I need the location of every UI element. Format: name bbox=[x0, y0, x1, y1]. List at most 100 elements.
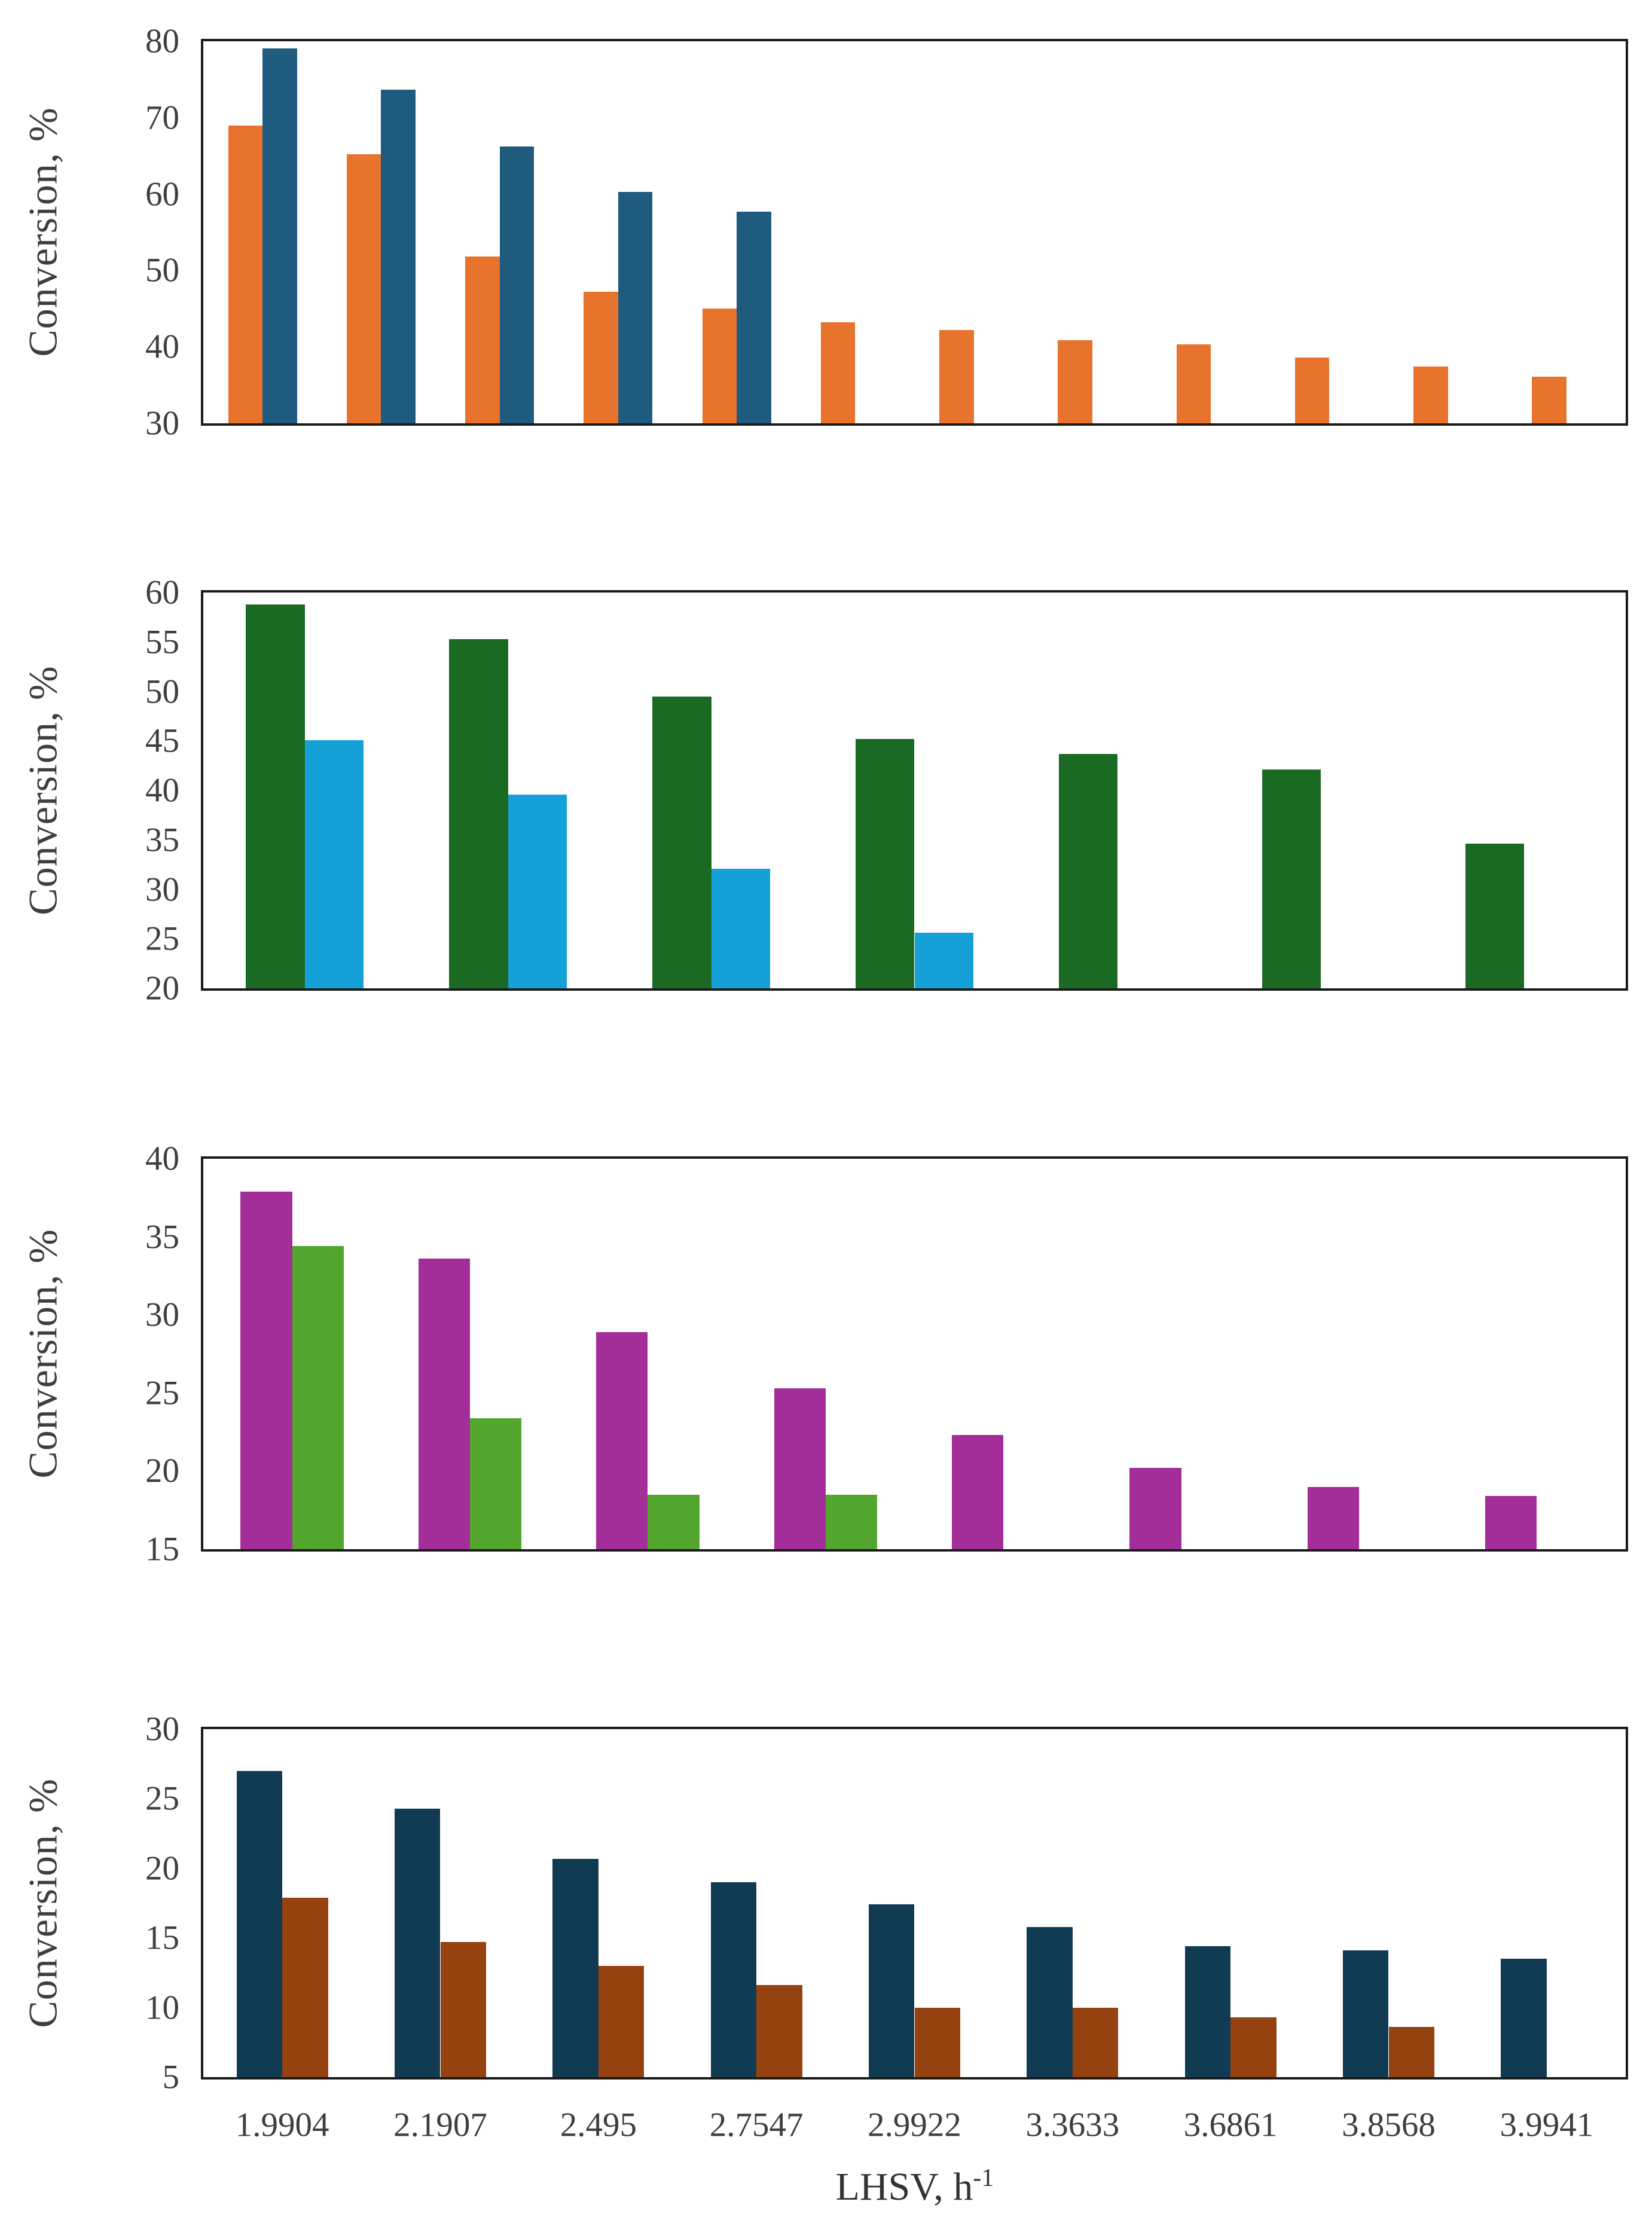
y-tick-label: 10 bbox=[145, 1989, 179, 2027]
bar-panel2-dark-green-cat5 bbox=[1058, 753, 1118, 988]
y-axis-title-panel-3: Conversion, % bbox=[20, 1229, 66, 1479]
bar-panel2-dark-green-cat1 bbox=[246, 604, 305, 988]
y-tick-label: 25 bbox=[145, 920, 179, 958]
y-tick-label: 30 bbox=[145, 1710, 179, 1748]
bar-panel1-dark-blue-cat1 bbox=[262, 48, 297, 423]
y-tick-label: 30 bbox=[145, 404, 179, 442]
y-tick-label: 20 bbox=[145, 969, 179, 1007]
bar-panel3-magenta-cat7 bbox=[1307, 1486, 1359, 1549]
bar-panel3-magenta-cat5 bbox=[951, 1435, 1004, 1549]
bar-panel4-dark-orange-brown-cat1 bbox=[282, 1897, 328, 2077]
bar-panel2-light-blue-cat4 bbox=[914, 933, 974, 988]
bar-panel1-orange-cat11 bbox=[1413, 367, 1448, 423]
y-axis-title-panel-2: Conversion, % bbox=[20, 665, 66, 915]
bar-panel4-dark-orange-brown-cat5 bbox=[914, 2007, 961, 2077]
y-tick-label: 20 bbox=[145, 1452, 179, 1490]
bar-panel1-orange-cat1 bbox=[228, 125, 263, 423]
bar-panel1-orange-cat12 bbox=[1532, 377, 1567, 423]
x-axis-title-main: LHSV, h bbox=[835, 2165, 973, 2209]
x-tick-label: 3.3633 bbox=[1025, 2106, 1120, 2144]
bar-panel3-magenta-cat4 bbox=[774, 1388, 826, 1549]
bar-panel3-green-cat4 bbox=[825, 1494, 878, 1549]
y-tick-label: 55 bbox=[145, 623, 179, 661]
plot-area-panel-4 bbox=[201, 1727, 1628, 2080]
bar-panel4-dark-orange-brown-cat8 bbox=[1388, 2027, 1435, 2077]
x-tick-label: 2.9922 bbox=[868, 2106, 961, 2144]
bar-panel4-dark-orange-brown-cat4 bbox=[756, 1985, 802, 2077]
y-tick-label: 20 bbox=[145, 1849, 179, 1888]
bar-panel4-dark-navy-cat5 bbox=[868, 1904, 915, 2077]
y-axis-title-panel-4: Conversion, % bbox=[20, 1778, 66, 2028]
bar-panel1-dark-blue-cat3 bbox=[499, 146, 535, 423]
plot-area-panel-3 bbox=[201, 1156, 1628, 1552]
bar-panel4-dark-navy-cat9 bbox=[1501, 1959, 1547, 2077]
x-axis-title: LHSV, h-1 bbox=[836, 2164, 994, 2210]
bar-panel3-green-cat2 bbox=[470, 1418, 522, 1549]
bar-panel3-green-cat1 bbox=[292, 1246, 344, 1549]
x-tick-label: 3.8568 bbox=[1342, 2106, 1436, 2144]
bar-panel1-orange-cat5 bbox=[702, 309, 737, 423]
x-tick-label: 2.7547 bbox=[709, 2106, 804, 2144]
bar-panel1-orange-cat2 bbox=[346, 154, 381, 423]
x-axis-title-superscript: -1 bbox=[973, 2164, 994, 2192]
bar-panel4-dark-navy-cat4 bbox=[710, 1882, 757, 2077]
y-tick-label: 50 bbox=[145, 673, 179, 710]
bar-panel3-magenta-cat2 bbox=[418, 1259, 471, 1549]
plot-area-panel-2 bbox=[201, 590, 1628, 991]
bar-panel1-orange-cat6 bbox=[820, 322, 856, 423]
bar-panel4-dark-navy-cat2 bbox=[394, 1808, 441, 2077]
y-tick-label: 25 bbox=[145, 1779, 179, 1818]
y-tick-label: 15 bbox=[145, 1919, 179, 1957]
bar-panel2-dark-green-cat2 bbox=[449, 639, 508, 988]
bar-panel1-orange-cat10 bbox=[1294, 358, 1330, 423]
bar-panel2-light-blue-cat3 bbox=[711, 868, 771, 988]
y-tick-label: 60 bbox=[145, 573, 179, 612]
y-tick-label: 35 bbox=[145, 1218, 179, 1256]
bar-panel2-dark-green-cat7 bbox=[1465, 844, 1525, 988]
bar-panel3-green-cat3 bbox=[648, 1494, 700, 1549]
bar-panel2-dark-green-cat6 bbox=[1262, 770, 1321, 988]
bar-panel4-dark-orange-brown-cat6 bbox=[1072, 2007, 1119, 2077]
y-tick-label: 15 bbox=[145, 1530, 179, 1568]
y-axis-title-panel-1: Conversion, % bbox=[20, 107, 66, 357]
bar-panel3-magenta-cat1 bbox=[240, 1191, 292, 1549]
bar-panel2-dark-green-cat3 bbox=[652, 696, 712, 988]
x-tick-label: 3.6861 bbox=[1183, 2106, 1278, 2144]
bar-panel3-magenta-cat3 bbox=[596, 1332, 648, 1549]
bar-panel2-light-blue-cat2 bbox=[508, 794, 567, 988]
bar-panel4-dark-navy-cat8 bbox=[1342, 1950, 1389, 2077]
y-tick-label: 40 bbox=[145, 771, 179, 810]
y-tick-label: 40 bbox=[145, 1140, 179, 1178]
y-tick-label: 45 bbox=[145, 722, 179, 760]
x-tick-label: 2.495 bbox=[560, 2106, 637, 2144]
bar-panel3-magenta-cat8 bbox=[1485, 1496, 1537, 1549]
bar-panel4-dark-orange-brown-cat7 bbox=[1230, 2017, 1277, 2077]
bar-panel1-orange-cat4 bbox=[584, 292, 618, 423]
bar-panel4-dark-orange-brown-cat3 bbox=[598, 1965, 645, 2077]
y-tick-label: 70 bbox=[145, 99, 179, 137]
bar-panel4-dark-orange-brown-cat2 bbox=[440, 1942, 487, 2077]
bar-panel4-dark-navy-cat6 bbox=[1027, 1926, 1073, 2077]
bar-panel1-dark-blue-cat5 bbox=[737, 212, 771, 423]
bar-panel1-orange-cat7 bbox=[939, 330, 974, 423]
x-tick-label: 3.9941 bbox=[1500, 2106, 1594, 2144]
y-tick-label: 40 bbox=[145, 328, 179, 366]
x-tick-label: 2.1907 bbox=[393, 2106, 487, 2144]
y-tick-label: 60 bbox=[145, 175, 179, 213]
bar-panel2-dark-green-cat4 bbox=[855, 738, 915, 988]
bar-panel4-dark-navy-cat1 bbox=[236, 1770, 283, 2077]
y-tick-label: 30 bbox=[145, 871, 179, 908]
bar-panel1-dark-blue-cat2 bbox=[381, 89, 416, 423]
y-tick-label: 50 bbox=[145, 251, 179, 289]
bar-panel4-dark-navy-cat3 bbox=[552, 1858, 598, 2077]
x-tick-label: 1.9904 bbox=[235, 2106, 329, 2144]
y-tick-label: 25 bbox=[145, 1374, 179, 1412]
bar-panel3-magenta-cat6 bbox=[1129, 1468, 1181, 1549]
y-tick-label: 30 bbox=[145, 1296, 179, 1334]
bar-panel1-dark-blue-cat4 bbox=[618, 191, 653, 423]
bar-panel1-orange-cat3 bbox=[465, 256, 500, 423]
bar-panel1-orange-cat9 bbox=[1176, 344, 1211, 423]
y-tick-label: 80 bbox=[145, 22, 179, 60]
